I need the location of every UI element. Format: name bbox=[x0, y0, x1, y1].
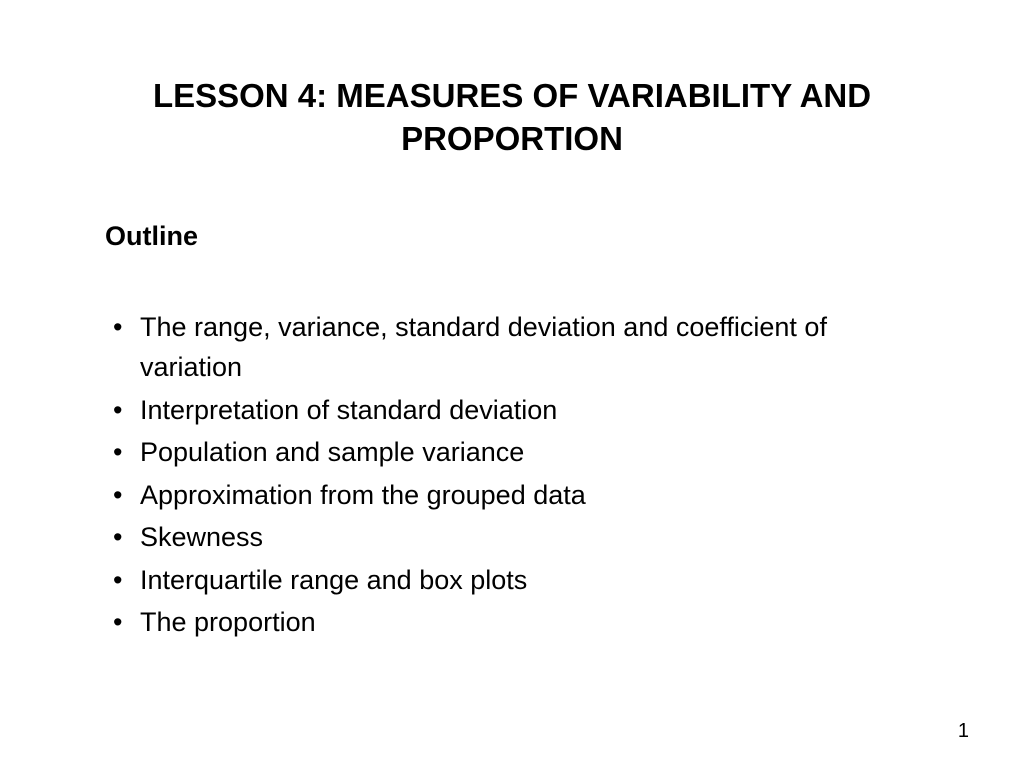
page-number: 1 bbox=[958, 720, 969, 743]
list-item: Skewness bbox=[105, 517, 924, 558]
list-item: Interquartile range and box plots bbox=[105, 560, 924, 601]
list-item: Approximation from the grouped data bbox=[105, 475, 924, 516]
list-item: Interpretation of standard deviation bbox=[105, 390, 924, 431]
list-item: Population and sample variance bbox=[105, 432, 924, 473]
list-item: The range, variance, standard deviation … bbox=[105, 307, 924, 388]
outline-list: The range, variance, standard deviation … bbox=[100, 307, 924, 643]
slide-title: LESSON 4: MEASURES OF VARIABILITY AND PR… bbox=[100, 75, 924, 161]
slide-container: LESSON 4: MEASURES OF VARIABILITY AND PR… bbox=[0, 0, 1024, 768]
outline-heading: Outline bbox=[100, 221, 924, 252]
list-item: The proportion bbox=[105, 602, 924, 643]
